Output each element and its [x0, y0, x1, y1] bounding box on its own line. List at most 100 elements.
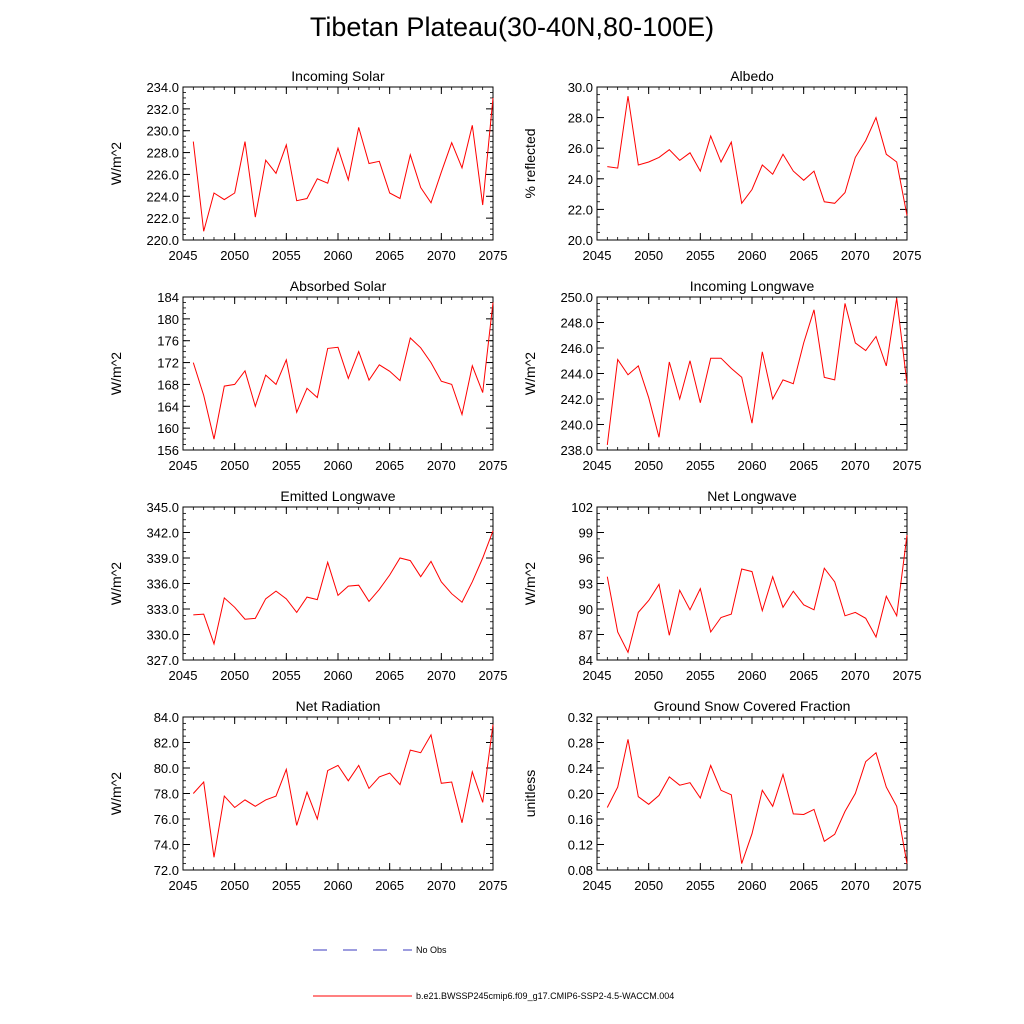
x-tick-label: 2060	[738, 458, 767, 473]
series-line	[192, 724, 494, 858]
y-tick-label: 82.0	[154, 736, 179, 751]
y-axis-label: W/m^2	[108, 772, 124, 815]
x-tick-label: 2050	[634, 248, 663, 263]
x-tick-label: 2055	[272, 878, 301, 893]
y-tick-label: 76.0	[154, 812, 179, 827]
chart-panel-8: Ground Snow Covered Fraction 2045 2050 2055…	[522, 698, 921, 893]
y-tick-label: 24.0	[568, 172, 593, 187]
chart-panel-3: Absorbed Solar 2045 2050 2055 2060 2065 2070 20…	[108, 278, 507, 473]
y-tick-label: 224.0	[146, 189, 179, 204]
legend: No Obs b.e21.BWSSP245cmip6.f09_g17.CMIP6-…	[313, 945, 674, 1001]
series-line	[607, 96, 908, 216]
x-tick-label: 2055	[686, 878, 715, 893]
x-tick-label: 2060	[324, 458, 353, 473]
y-tick-label: 84	[579, 653, 593, 668]
x-tick-label: 2065	[375, 458, 404, 473]
y-tick-label: 250.0	[560, 290, 593, 305]
y-tick-label: 96	[579, 551, 593, 566]
chart-panel-4: Incoming Longwave 2045 2050 2055 2060 2065 207…	[522, 278, 921, 473]
y-tick-label: 228.0	[146, 146, 179, 161]
x-tick-label: 2065	[375, 668, 404, 683]
y-tick-label: 164	[157, 399, 179, 414]
y-axis-label: W/m^2	[108, 142, 124, 185]
x-tick-label: 2065	[375, 248, 404, 263]
x-tick-label: 2045	[169, 248, 198, 263]
y-tick-label: 84.0	[154, 710, 179, 725]
panel-title: Incoming Longwave	[690, 278, 815, 294]
y-tick-label: 176	[157, 334, 179, 349]
y-tick-label: 28.0	[568, 111, 593, 126]
x-tick-label: 2055	[272, 668, 301, 683]
y-axis-label: W/m^2	[108, 352, 124, 395]
y-tick-label: 0.08	[568, 863, 593, 878]
x-tick-label: 2050	[634, 668, 663, 683]
y-tick-label: 168	[157, 377, 179, 392]
x-tick-label: 2075	[479, 878, 508, 893]
chart-panel-1: Incoming Solar 2045 2050 2055 2060 2065 2070 20…	[108, 68, 507, 263]
plot-frame	[182, 296, 494, 451]
x-tick-label: 2060	[324, 248, 353, 263]
y-tick-label: 93	[579, 577, 593, 592]
x-tick-label: 2070	[427, 668, 456, 683]
chart-panel-2: Albedo 2045 2050 2055 2060 2065 2070 2075 20.0 22…	[522, 68, 921, 263]
y-tick-label: 234.0	[146, 80, 179, 95]
x-tick-label: 2070	[427, 878, 456, 893]
panel-title: Net Radiation	[296, 698, 381, 714]
series-line	[606, 739, 908, 864]
plot-frame	[596, 506, 908, 661]
x-tick-label: 2055	[272, 458, 301, 473]
x-tick-label: 2060	[738, 878, 767, 893]
y-tick-label: 0.24	[568, 761, 593, 776]
y-tick-label: 184	[157, 290, 179, 305]
series-line	[193, 530, 494, 646]
y-tick-label: 238.0	[560, 443, 593, 458]
y-tick-label: 248.0	[560, 316, 593, 331]
y-tick-label: 342.0	[146, 526, 179, 541]
panel-title: Emitted Longwave	[280, 488, 395, 504]
y-tick-label: 345.0	[146, 500, 179, 515]
x-tick-label: 2075	[479, 248, 508, 263]
panel-title: Absorbed Solar	[290, 278, 387, 294]
x-tick-label: 2045	[583, 248, 612, 263]
y-axis-label: W/m^2	[108, 562, 124, 605]
y-tick-label: 330.0	[146, 628, 179, 643]
x-tick-label: 2055	[686, 458, 715, 473]
x-tick-label: 2065	[789, 458, 818, 473]
x-tick-label: 2045	[169, 458, 198, 473]
x-tick-label: 2045	[583, 878, 612, 893]
y-tick-label: 90	[579, 602, 593, 617]
x-tick-label: 2075	[893, 668, 922, 683]
x-tick-label: 2075	[479, 668, 508, 683]
series-line	[192, 302, 494, 440]
x-tick-label: 2070	[841, 458, 870, 473]
y-tick-label: 0.16	[568, 812, 593, 827]
y-tick-label: 0.28	[568, 736, 593, 751]
x-tick-label: 2055	[686, 668, 715, 683]
y-tick-label: 0.12	[568, 838, 593, 853]
plot-frame	[596, 296, 908, 451]
x-tick-label: 2060	[324, 668, 353, 683]
x-tick-label: 2070	[427, 248, 456, 263]
y-tick-label: 244.0	[560, 367, 593, 382]
y-tick-label: 230.0	[146, 124, 179, 139]
y-tick-label: 0.32	[568, 710, 593, 725]
y-tick-label: 336.0	[146, 577, 179, 592]
y-tick-label: 242.0	[560, 392, 593, 407]
x-tick-label: 2050	[634, 878, 663, 893]
chart-panel-6: Net Longwave 2045 2050 2055 2060 2065 2070 2075…	[522, 488, 921, 683]
plot-frame	[182, 716, 494, 871]
y-axis-label: unitless	[522, 770, 538, 817]
y-tick-label: 232.0	[146, 102, 179, 117]
y-tick-label: 0.20	[568, 787, 593, 802]
y-tick-label: 26.0	[568, 141, 593, 156]
y-tick-label: 22.0	[568, 202, 593, 217]
y-tick-label: 74.0	[154, 838, 179, 853]
x-tick-label: 2050	[220, 248, 249, 263]
y-tick-label: 20.0	[568, 233, 593, 248]
y-tick-label: 78.0	[154, 787, 179, 802]
y-tick-label: 72.0	[154, 863, 179, 878]
x-tick-label: 2065	[789, 878, 818, 893]
y-tick-label: 327.0	[146, 653, 179, 668]
x-tick-label: 2065	[375, 878, 404, 893]
